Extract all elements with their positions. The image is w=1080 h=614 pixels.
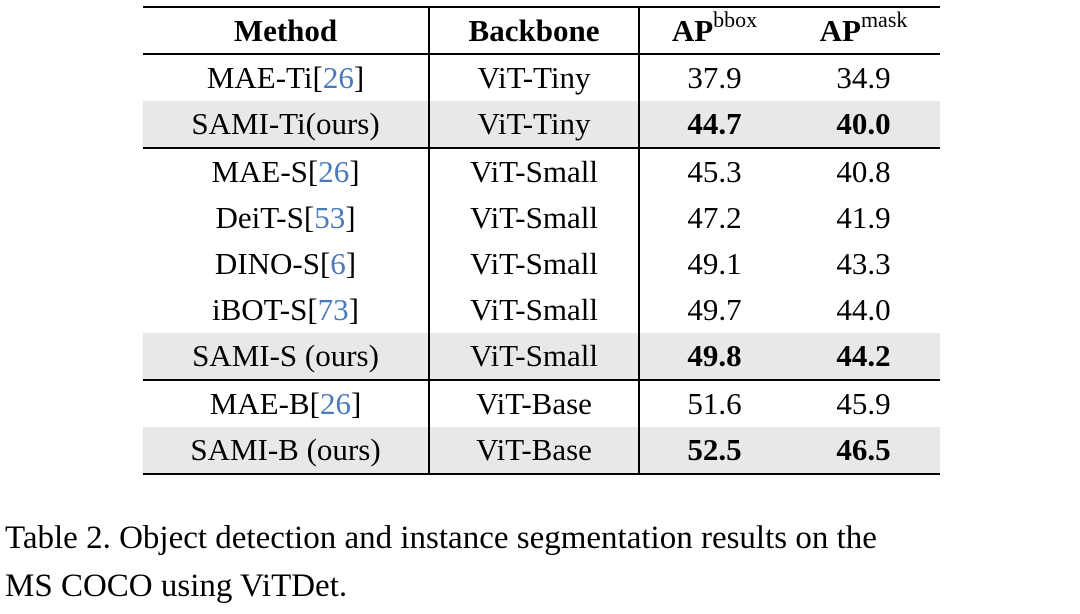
header-ap-bbox-base: AP [671,13,714,48]
backbone-cell: ViT-Small [428,333,640,379]
ap-mask-cell: 45.9 [836,386,891,421]
table-row: iBOT-S[73] ViT-Small 49.7 44.0 [143,287,940,333]
ap-mask-cell: 46.5 [836,432,891,467]
table-body: MAE-Ti[26] ViT-Tiny 37.9 34.9 SAMI-Ti(ours) V… [143,55,940,473]
ap-bbox-cell: 37.9 [687,60,742,95]
ap-mask-cell: 44.2 [836,338,891,373]
backbone-cell: ViT-Tiny [428,101,640,147]
citation-link[interactable]: 6 [330,246,346,281]
citation-link[interactable]: 26 [319,386,351,421]
results-table: Method Backbone APbbox APmask MAE-Ti[26]… [143,6,940,475]
table-caption: Table 2. Object detection and instance s… [5,514,1077,610]
ap-bbox-cell: 52.5 [687,432,742,467]
citation-link[interactable]: 73 [317,292,349,327]
table-row: SAMI-S (ours) ViT-Small 49.8 44.2 [143,333,940,381]
ap-mask-cell: 41.9 [836,200,891,235]
header-ap-mask: APmask [789,8,938,53]
ap-mask-cell: 40.0 [836,106,891,141]
method-cell: MAE-S[26] [211,154,360,189]
table-row: MAE-S[26] ViT-Small 45.3 40.8 [143,149,940,195]
table-row: MAE-B[26] ViT-Base 51.6 45.9 [143,381,940,427]
table-row: DeiT-S[53] ViT-Small 47.2 41.9 [143,195,940,241]
method-cell: DINO-S[6] [214,246,357,281]
ap-bbox-cell: 45.3 [687,154,742,189]
header-ap-bbox: APbbox [640,8,789,53]
backbone-cell: ViT-Small [428,287,640,333]
ap-bbox-cell: 49.8 [687,338,742,373]
backbone-cell: ViT-Small [428,241,640,287]
header-method: Method [233,13,338,48]
method-cell: SAMI-S (ours) [192,338,379,373]
table-row: DINO-S[6] ViT-Small 49.1 43.3 [143,241,940,287]
ap-bbox-cell: 47.2 [687,200,742,235]
method-cell: SAMI-B (ours) [190,432,381,467]
backbone-cell: ViT-Base [428,381,640,427]
citation-link[interactable]: 53 [314,200,346,235]
method-cell: DeiT-S[53] [215,200,356,235]
header-ap-mask-sup: mask [860,7,908,32]
table-row: MAE-Ti[26] ViT-Tiny 37.9 34.9 [143,55,940,101]
method-cell: SAMI-Ti(ours) [191,106,380,141]
header-backbone: Backbone [428,8,640,53]
ap-bbox-cell: 49.7 [687,292,742,327]
method-cell: iBOT-S[73] [212,292,359,327]
backbone-cell: ViT-Base [428,427,640,473]
ap-mask-cell: 43.3 [836,246,891,281]
method-cell: MAE-Ti[26] [206,60,365,95]
caption-line-2: MS COCO using ViTDet. [5,568,348,604]
ap-bbox-cell: 44.7 [687,106,742,141]
table-row: SAMI-B (ours) ViT-Base 52.5 46.5 [143,427,940,473]
ap-bbox-cell: 51.6 [687,386,742,421]
ap-bbox-cell: 49.1 [687,246,742,281]
ap-mask-cell: 34.9 [836,60,891,95]
method-cell: MAE-B[26] [209,386,362,421]
backbone-cell: ViT-Tiny [428,55,640,101]
ap-mask-cell: 44.0 [836,292,891,327]
citation-link[interactable]: 26 [322,60,354,95]
table-row: SAMI-Ti(ours) ViT-Tiny 44.7 40.0 [143,101,940,149]
backbone-cell: ViT-Small [428,195,640,241]
caption-line-1: Table 2. Object detection and instance s… [5,520,877,556]
header-ap-bbox-sup: bbox [713,7,758,32]
table-header-row: Method Backbone APbbox APmask [143,8,940,55]
backbone-cell: ViT-Small [428,149,640,195]
citation-link[interactable]: 26 [318,154,350,189]
header-ap-mask-base: AP [819,13,861,48]
ap-mask-cell: 40.8 [836,154,891,189]
